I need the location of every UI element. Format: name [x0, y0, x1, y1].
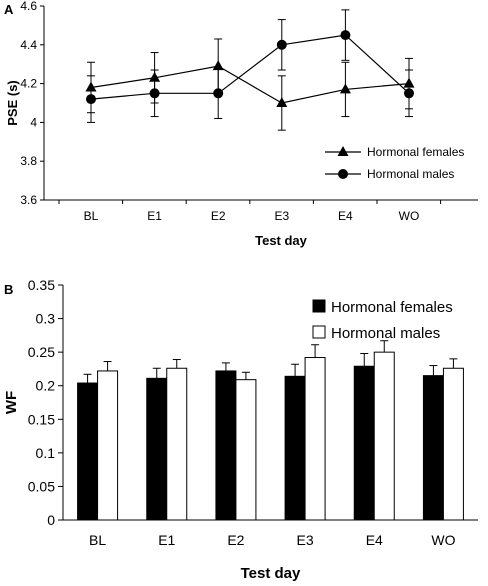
bar-females	[422, 375, 444, 521]
legend-swatch	[312, 325, 326, 339]
bar-females	[284, 375, 306, 521]
y-tick-label: 0.3	[36, 311, 56, 327]
x-tick-label: E3	[297, 532, 314, 548]
data-point-circle	[276, 39, 287, 50]
y-tick-label: 0	[47, 512, 55, 528]
panel-label-b: B	[4, 282, 13, 297]
data-point-triangle	[339, 83, 351, 94]
bar-females	[146, 377, 168, 521]
legend-marker-triangle	[337, 146, 349, 156]
y-tick-label: 4.2	[20, 77, 37, 91]
chart-panel-b: B 0 0.05 0.1 0.15 0.2 0.25 0.3 0.35 BL E1 E2 E3 E4 WO W…	[3, 277, 478, 582]
data-point-triangle	[276, 97, 288, 107]
bar-males	[373, 351, 395, 521]
legend-swatch	[312, 299, 326, 313]
x-axis-label: Test day	[241, 565, 301, 582]
bar-males	[97, 370, 119, 521]
x-tick-label: E3	[274, 209, 289, 223]
x-tick-label: WO	[399, 209, 420, 223]
y-tick-label: 0.35	[28, 277, 55, 293]
data-point-circle	[213, 88, 224, 99]
legend-label: Hormonal males	[331, 325, 440, 342]
legend-label: Hormonal females	[367, 145, 464, 159]
y-tick-label: 0.1	[36, 445, 56, 461]
bar-males	[304, 357, 326, 521]
bar-males	[166, 367, 188, 521]
x-tick-label: E1	[147, 209, 162, 223]
data-point-circle	[340, 30, 351, 41]
x-tick-label: E4	[366, 532, 383, 548]
data-point-circle	[149, 88, 160, 99]
x-tick-label: BL	[84, 209, 99, 223]
data-point-circle	[404, 88, 414, 99]
y-tick-label: 0.2	[36, 378, 56, 394]
y-tick-label: 4.4	[20, 38, 37, 52]
series-line-females	[90, 65, 410, 104]
y-tick-label: 4.6	[20, 0, 37, 13]
x-tick-label: BL	[89, 532, 106, 548]
chart-panel-a: A 3.6 3.8 4 4.2 4.4 4.6 BL E1 E2 E3 E4 WO PSE (s) Test…	[4, 0, 478, 248]
y-tick-label: 4	[30, 115, 37, 129]
y-tick-label: 0.05	[28, 478, 55, 494]
panel-label-a: A	[4, 2, 14, 17]
x-tick-label: WO	[431, 532, 455, 548]
x-axis-label: Test day	[255, 233, 308, 248]
y-axis-label: PSE (s)	[5, 80, 20, 126]
y-tick-label: 0.15	[28, 411, 55, 427]
bar-females	[215, 370, 237, 521]
x-tick-label: E2	[227, 532, 244, 548]
x-tick-label: E1	[158, 532, 175, 548]
data-point-circle	[86, 94, 96, 105]
y-tick-label: 3.8	[20, 154, 37, 168]
legend-marker-circle	[338, 169, 348, 179]
x-tick-label: E2	[211, 209, 226, 223]
y-axis-label: WF	[3, 391, 20, 414]
y-tick-label: 0.25	[28, 344, 55, 360]
series-line-males	[90, 34, 410, 100]
x-tick-label: E4	[338, 209, 353, 223]
bar-females	[77, 382, 99, 521]
bar-females	[353, 365, 375, 521]
bar-males	[235, 379, 257, 521]
bar-males	[442, 367, 464, 521]
legend-label: Hormonal males	[367, 167, 454, 181]
legend-label: Hormonal females	[331, 299, 453, 316]
y-tick-label: 3.6	[20, 193, 37, 207]
